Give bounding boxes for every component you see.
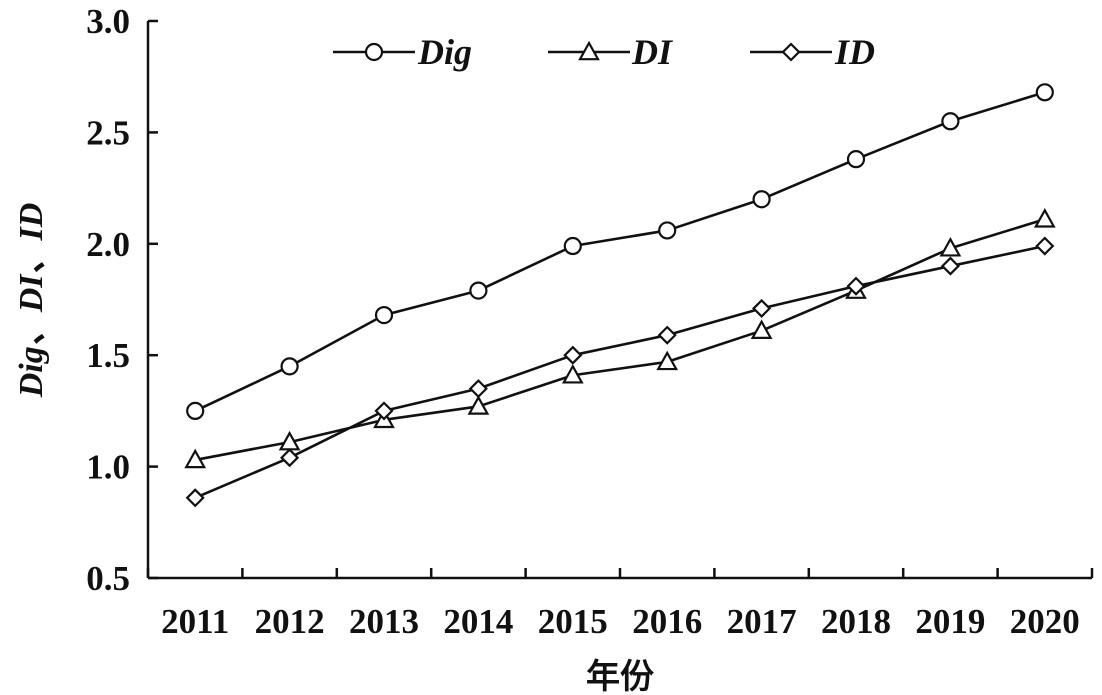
data-point-dig [1035, 83, 1054, 102]
data-point-id [468, 379, 488, 399]
data-point-id [940, 256, 960, 276]
data-point-id [280, 448, 300, 468]
series-line-di [194, 218, 1046, 462]
y-axis-ticks: 0.5 1.0 1.5 2.0 2.5 3.0 [86, 2, 158, 598]
series-id [185, 236, 1055, 508]
y-tick-label: 1.5 [86, 336, 130, 375]
data-point-dig [941, 112, 960, 131]
x-tick-label: 2013 [349, 602, 419, 641]
data-point-dig [563, 236, 582, 256]
legend-marker-id [781, 42, 801, 62]
series-layer [184, 83, 1056, 508]
x-tick-label: 2014 [443, 602, 513, 641]
x-tick-label: 2012 [255, 602, 325, 641]
data-point-dig [374, 305, 394, 325]
x-axis-title: 年份 [586, 658, 654, 695]
x-tick-label: 2016 [632, 602, 702, 641]
data-point-di [939, 236, 962, 257]
data-point-id [657, 325, 677, 345]
x-tick-label: 2011 [161, 602, 229, 641]
y-axis-title: Dig、DI、ID [13, 203, 50, 399]
series-line-id [194, 244, 1046, 499]
legend-label-dig: Dig [417, 32, 472, 72]
y-tick-label: 0.5 [86, 559, 130, 598]
y-tick-label: 3.0 [86, 2, 130, 41]
x-tick-label: 2019 [915, 602, 985, 641]
legend-label-di: DI [631, 32, 674, 72]
data-point-dig [752, 190, 771, 209]
data-point-di [184, 448, 207, 469]
x-tick-label: 2017 [727, 602, 797, 641]
data-point-id [374, 401, 394, 421]
legend-item-dig: Dig [333, 32, 472, 72]
x-tick-label: 2018 [821, 602, 891, 641]
series-line-dig [194, 91, 1046, 413]
axes [146, 21, 1092, 580]
data-point-id [752, 298, 772, 318]
series-di [184, 208, 1056, 469]
data-point-dig [469, 281, 488, 300]
legend-item-id: ID [750, 32, 875, 72]
legend: Dig DI ID [333, 32, 875, 72]
legend-item-di: DI [548, 32, 674, 72]
data-point-dig [280, 357, 299, 376]
data-point-dig [846, 150, 866, 169]
x-tick-label: 2020 [1010, 602, 1080, 641]
data-point-id [563, 345, 583, 365]
legend-label-id: ID [834, 32, 875, 72]
data-point-id [185, 488, 205, 508]
y-tick-label: 2.0 [86, 225, 130, 264]
data-point-id [1035, 236, 1055, 256]
data-point-di [561, 363, 584, 384]
y-tick-label: 1.0 [86, 448, 130, 487]
legend-marker-di [578, 40, 600, 61]
data-point-di [1033, 208, 1056, 228]
legend-marker-dig [364, 42, 384, 62]
data-point-di [467, 395, 490, 415]
data-point-dig [658, 221, 677, 240]
x-tick-label: 2015 [538, 602, 608, 641]
series-dig [186, 83, 1054, 420]
data-point-di [750, 319, 773, 339]
data-point-di [656, 350, 679, 371]
data-point-dig [186, 401, 205, 420]
data-point-id [846, 276, 866, 296]
x-axis-ticks: 2011 2012 2013 2014 2015 2016 2017 2018 2019 2020 [146, 568, 1094, 641]
y-tick-label: 2.5 [86, 113, 130, 152]
